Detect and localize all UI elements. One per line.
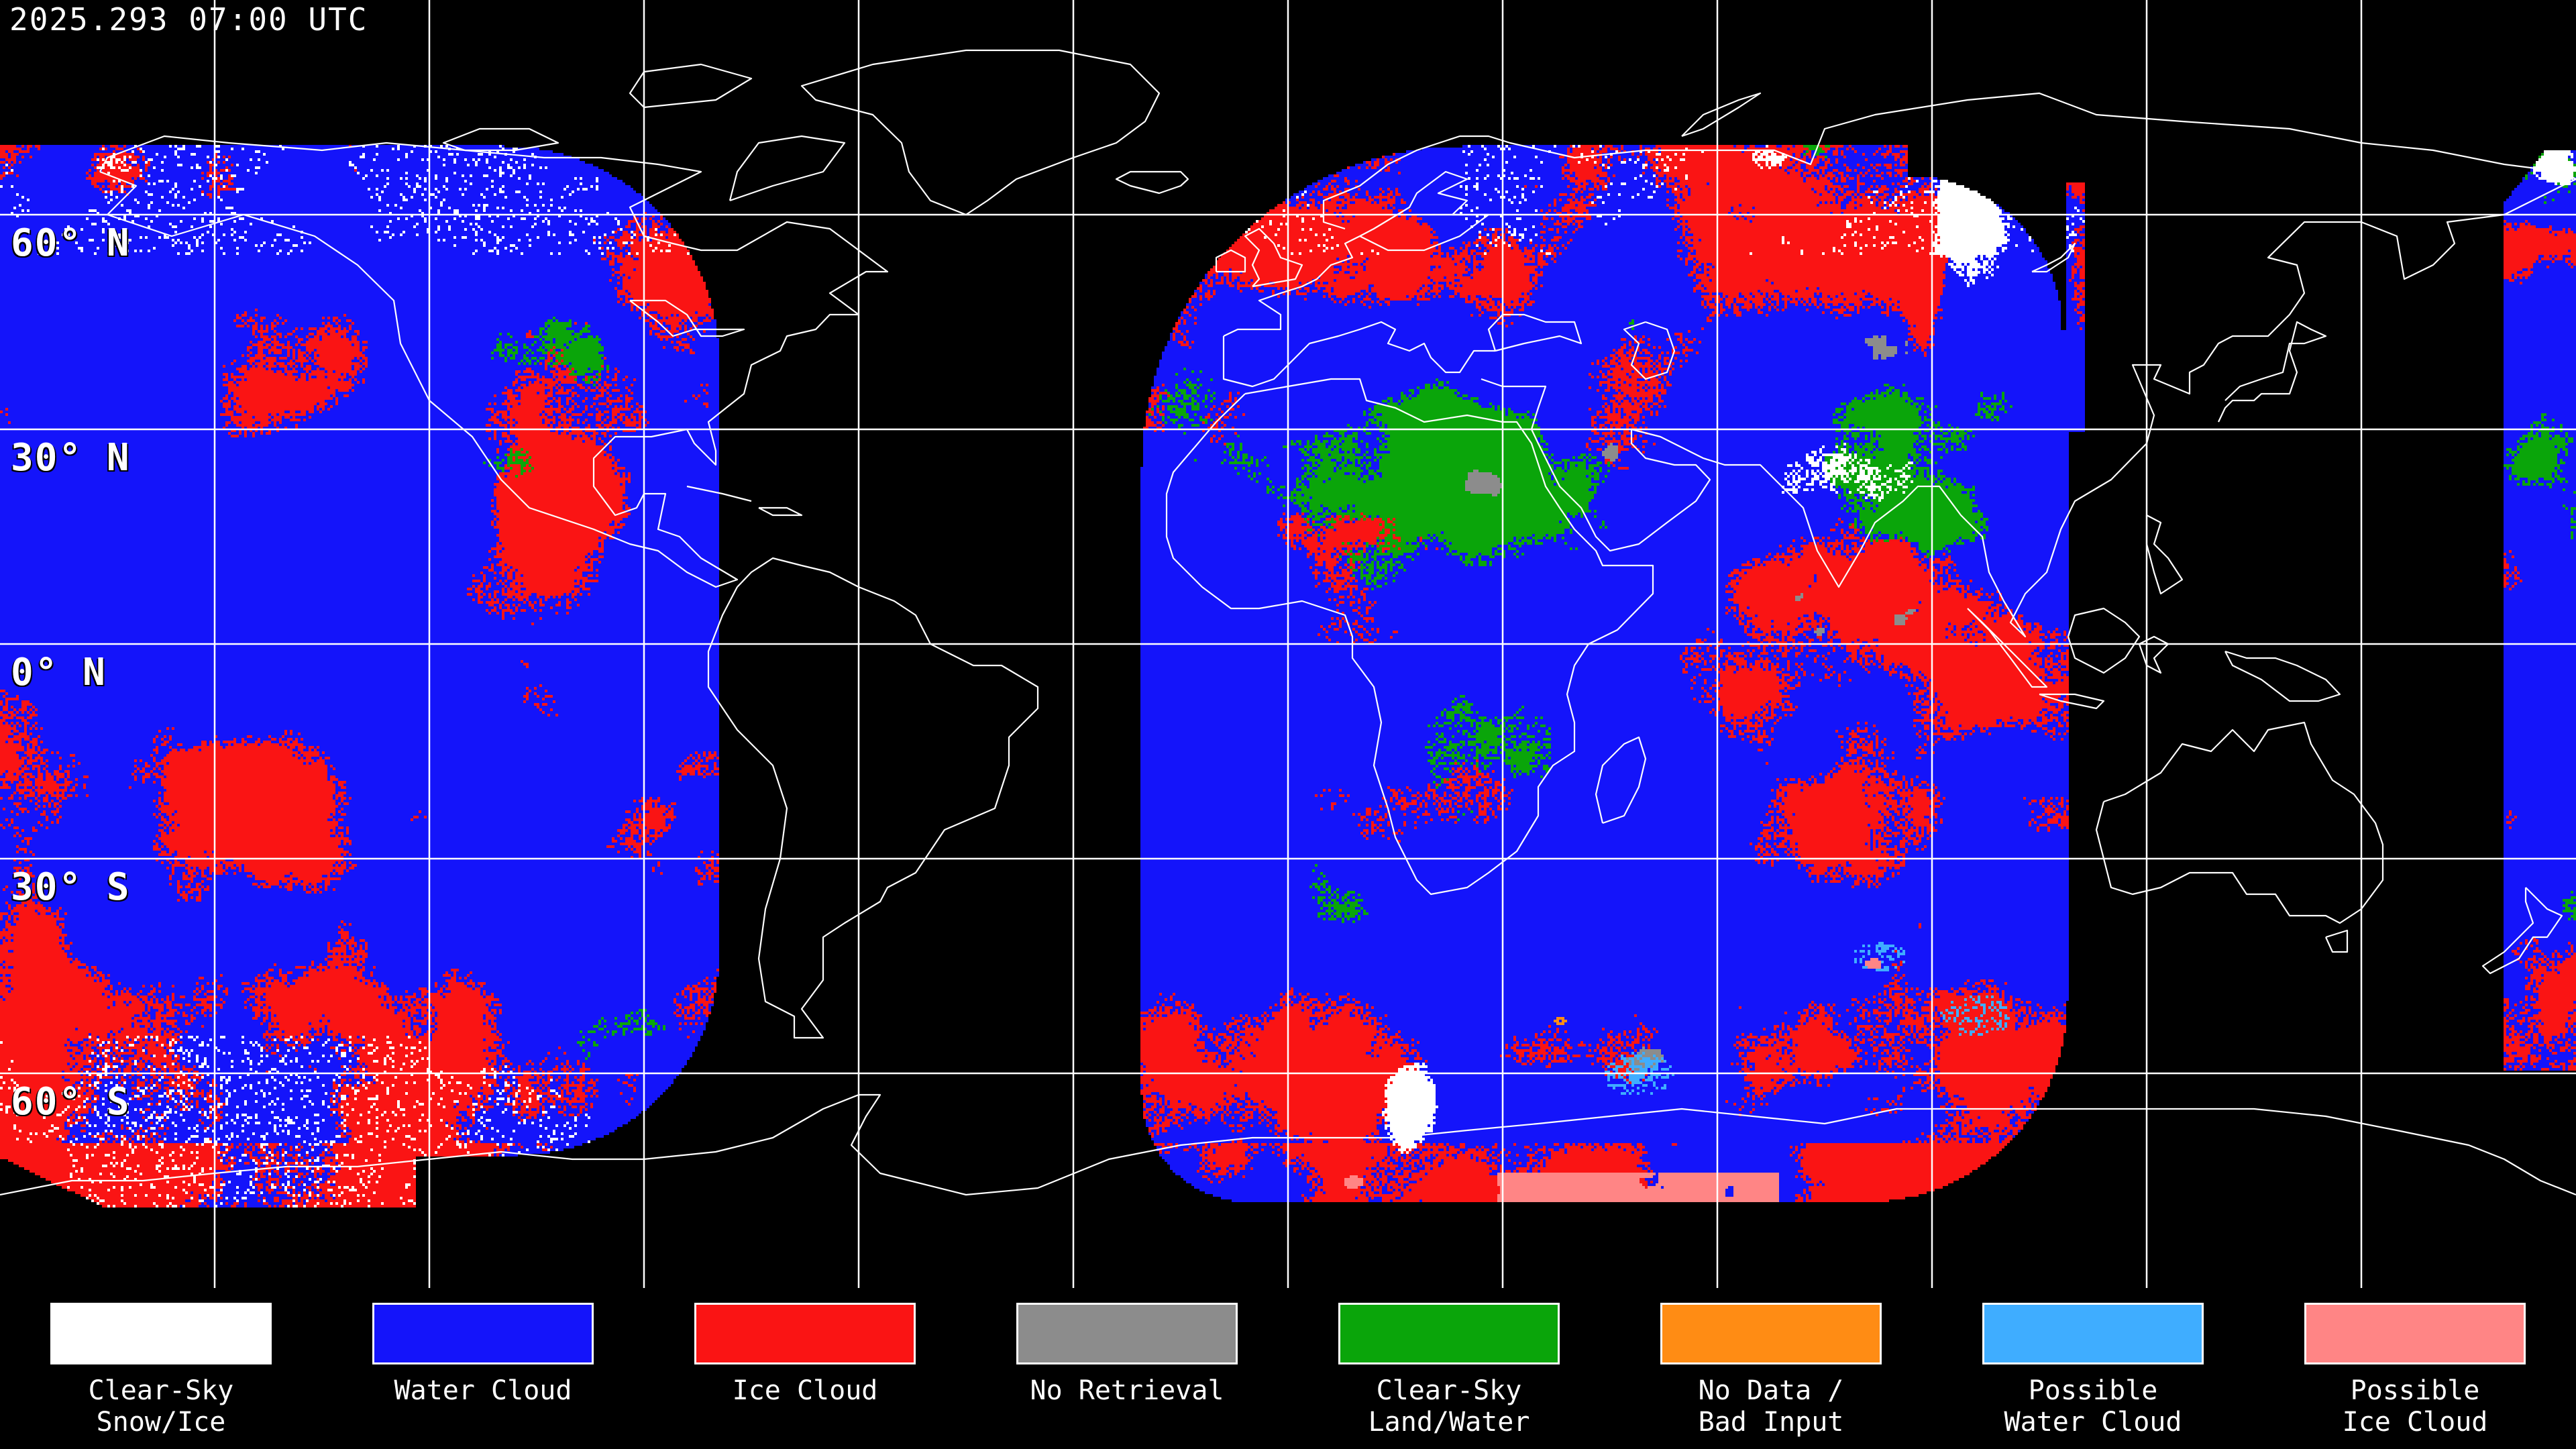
legend-bar: Clear-Sky Snow/Ice Water Cloud Ice Cloud No … — [0, 1288, 2576, 1449]
legend-label: No Data / Bad Input — [1699, 1375, 1844, 1438]
legend-item-ice-cloud: Ice Cloud — [644, 1288, 966, 1449]
latitude-label: 30° N — [11, 436, 131, 480]
latitude-label: 60° N — [11, 221, 131, 265]
legend-label-line: Possible — [2028, 1375, 2158, 1406]
legend-label: Water Cloud — [394, 1375, 572, 1407]
legend-swatch-no-data-bad-input — [1660, 1303, 1882, 1364]
legend-label: No Retrieval — [1030, 1375, 1224, 1407]
legend-label: Clear-Sky Land/Water — [1368, 1375, 1530, 1438]
map-overlay — [0, 0, 2576, 1288]
latitude-label: 0° N — [11, 651, 107, 694]
legend-label-line: Ice Cloud — [732, 1375, 878, 1406]
legend-item-possible-water-cloud: Possible Water Cloud — [1932, 1288, 2254, 1449]
legend-label-line: Land/Water — [1368, 1407, 1530, 1438]
legend-swatch-possible-water-cloud — [1982, 1303, 2204, 1364]
legend-label-line: Ice Cloud — [2342, 1407, 2488, 1438]
legend-swatch-clear-sky-snow-ice — [50, 1303, 272, 1364]
latitude-label: 30° S — [11, 865, 131, 909]
legend-item-clear-sky-snow-ice: Clear-Sky Snow/Ice — [0, 1288, 322, 1449]
legend-label: Ice Cloud — [733, 1375, 878, 1407]
world-map: 2025.293 07:00 UTC 60° N 30° N 0° N 30° S 60… — [0, 0, 2576, 1288]
legend-label-line: Possible — [2350, 1375, 2480, 1406]
legend-swatch-possible-ice-cloud — [2304, 1303, 2526, 1364]
legend-label-line: No Retrieval — [1030, 1375, 1224, 1406]
legend-item-no-retrieval: No Retrieval — [966, 1288, 1288, 1449]
legend-label-line: Snow/Ice — [96, 1407, 226, 1438]
legend-label-line: Clear-Sky — [1376, 1375, 1522, 1406]
legend-swatch-no-retrieval — [1016, 1303, 1238, 1364]
legend-swatch-clear-sky-land-water — [1338, 1303, 1560, 1364]
latitude-label: 60° S — [11, 1080, 131, 1124]
legend-item-water-cloud: Water Cloud — [322, 1288, 644, 1449]
legend-label-line: Clear-Sky — [88, 1375, 234, 1406]
legend-item-no-data-bad-input: No Data / Bad Input — [1610, 1288, 1932, 1449]
legend-item-clear-sky-land-water: Clear-Sky Land/Water — [1288, 1288, 1610, 1449]
legend-swatch-ice-cloud — [694, 1303, 916, 1364]
legend-label: Clear-Sky Snow/Ice — [89, 1375, 234, 1438]
timestamp-label: 2025.293 07:00 UTC — [9, 1, 368, 38]
legend-label: Possible Water Cloud — [2004, 1375, 2182, 1438]
legend-label-line: No Data / — [1698, 1375, 1844, 1406]
legend-label-line: Water Cloud — [394, 1375, 572, 1406]
legend-swatch-water-cloud — [372, 1303, 594, 1364]
legend-item-possible-ice-cloud: Possible Ice Cloud — [2254, 1288, 2576, 1449]
legend-label-line: Water Cloud — [2004, 1407, 2182, 1438]
legend-label-line: Bad Input — [1698, 1407, 1844, 1438]
legend-label: Possible Ice Cloud — [2343, 1375, 2488, 1438]
